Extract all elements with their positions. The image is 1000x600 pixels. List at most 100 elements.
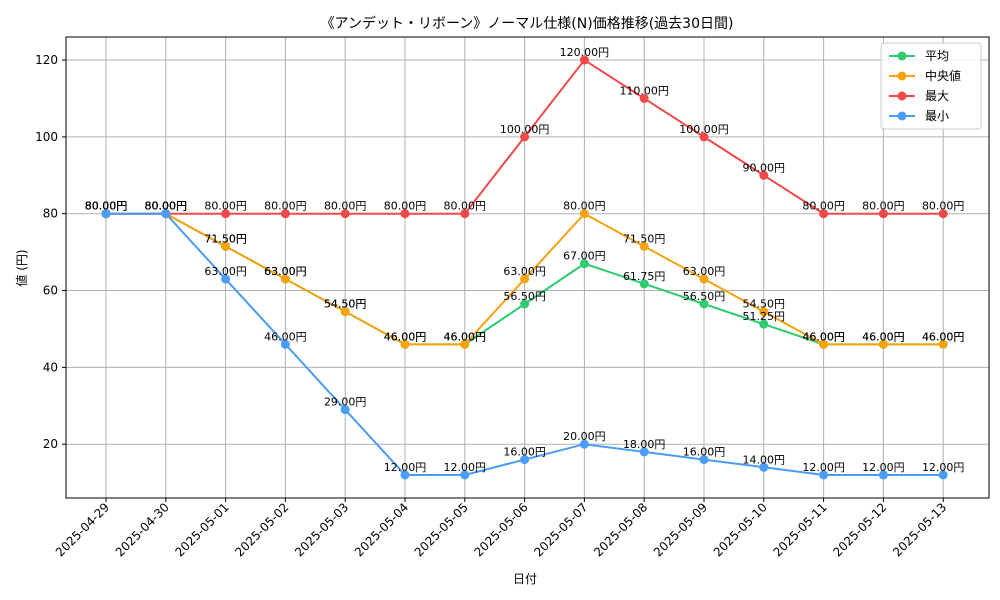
data-point (101, 209, 111, 219)
data-point (221, 274, 231, 284)
data-label: 29.00円 (324, 396, 367, 409)
data-label: 51.25円 (743, 310, 786, 323)
data-label: 80.00円 (862, 200, 905, 213)
data-label: 46.00円 (922, 330, 965, 343)
legend-label: 最小 (925, 109, 949, 123)
data-point (161, 209, 171, 219)
data-label: 110.00円 (619, 84, 669, 97)
legend-label: 平均 (925, 49, 949, 63)
data-label: 46.00円 (384, 330, 427, 343)
x-tick-label: 2025-05-12 (830, 500, 889, 559)
data-label: 18.00円 (623, 438, 666, 451)
data-point (819, 339, 829, 349)
data-label: 80.00円 (145, 200, 188, 213)
data-point (280, 274, 290, 284)
data-point (340, 209, 350, 219)
data-point (280, 209, 290, 219)
data-point (400, 339, 410, 349)
data-point (520, 132, 530, 142)
data-label: 12.00円 (922, 461, 965, 474)
data-point (639, 279, 649, 289)
data-point (400, 209, 410, 219)
y-tick-label: 60 (43, 284, 58, 298)
data-label: 14.00円 (743, 453, 786, 466)
data-label: 46.00円 (862, 330, 905, 343)
data-label: 46.00円 (802, 330, 845, 343)
data-label: 54.50円 (324, 298, 367, 311)
data-label: 80.00円 (324, 200, 367, 213)
data-label: 80.00円 (145, 200, 188, 213)
x-tick-label: 2025-05-05 (412, 500, 471, 559)
x-tick-label: 2025-04-30 (113, 500, 172, 559)
data-point (699, 299, 709, 309)
data-point (699, 274, 709, 284)
x-tick-label: 2025-05-02 (232, 500, 291, 559)
data-label: 71.50円 (623, 232, 666, 245)
data-label: 46.00円 (444, 330, 487, 343)
data-label: 80.00円 (85, 200, 128, 213)
data-point (579, 55, 589, 65)
data-point (938, 470, 948, 480)
y-tick-label: 120 (35, 53, 58, 67)
data-label: 54.50円 (324, 298, 367, 311)
y-axis-label: 値 (円) (14, 249, 29, 286)
data-label: 80.00円 (384, 200, 427, 213)
x-tick-label: 2025-05-07 (531, 500, 590, 559)
data-label: 63.00円 (264, 265, 307, 278)
y-tick-label: 40 (43, 360, 58, 374)
data-point (759, 319, 769, 329)
x-tick-label: 2025-05-06 (472, 500, 531, 559)
data-point (340, 405, 350, 415)
data-label: 80.00円 (85, 200, 128, 213)
data-label: 46.00円 (802, 330, 845, 343)
data-label: 63.00円 (503, 265, 546, 278)
x-tick-label: 2025-05-13 (890, 500, 949, 559)
data-label: 63.00円 (204, 265, 247, 278)
data-label: 46.00円 (384, 330, 427, 343)
x-tick-label: 2025-05-11 (771, 500, 830, 559)
data-point (280, 339, 290, 349)
data-label: 120.00円 (560, 46, 610, 59)
data-label: 90.00円 (743, 161, 786, 174)
data-label: 71.50円 (204, 232, 247, 245)
data-label: 54.50円 (743, 298, 786, 311)
data-point (579, 439, 589, 449)
ticks: 2025-04-29 2025-04-30 2025-05-01 2025-05-02… (35, 53, 949, 559)
data-label: 12.00円 (384, 461, 427, 474)
data-label: 80.00円 (264, 200, 307, 213)
data-label: 46.00円 (862, 330, 905, 343)
data-label: 20.00円 (563, 430, 606, 443)
legend-swatch-marker (897, 91, 907, 101)
legend-label: 中央値 (925, 68, 961, 83)
legend-swatch-marker (897, 111, 907, 121)
data-labels: 80.00円 80.00円 71.50円 63.00円 54.50円 46.00円 46.0… (85, 46, 965, 474)
data-label: 80.00円 (802, 200, 845, 213)
data-point (400, 470, 410, 480)
data-label: 71.50円 (204, 232, 247, 245)
data-point (639, 241, 649, 251)
data-label: 80.00円 (85, 200, 128, 213)
data-label: 80.00円 (145, 200, 188, 213)
data-label: 80.00円 (444, 200, 487, 213)
data-point (878, 339, 888, 349)
data-label: 80.00円 (85, 200, 128, 213)
data-point (460, 339, 470, 349)
data-label: 80.00円 (563, 200, 606, 213)
x-tick-label: 2025-05-10 (711, 500, 770, 559)
data-point (699, 455, 709, 465)
y-tick-label: 80 (43, 207, 58, 221)
data-label: 63.00円 (264, 265, 307, 278)
data-point (938, 339, 948, 349)
data-label: 46.00円 (444, 330, 487, 343)
data-point (221, 241, 231, 251)
data-label: 100.00円 (679, 123, 729, 136)
data-point (699, 132, 709, 142)
x-tick-label: 2025-05-04 (352, 500, 411, 559)
data-point (340, 307, 350, 317)
data-point (639, 447, 649, 457)
data-point (759, 170, 769, 180)
data-label: 16.00円 (683, 446, 726, 459)
data-label: 46.00円 (264, 330, 307, 343)
